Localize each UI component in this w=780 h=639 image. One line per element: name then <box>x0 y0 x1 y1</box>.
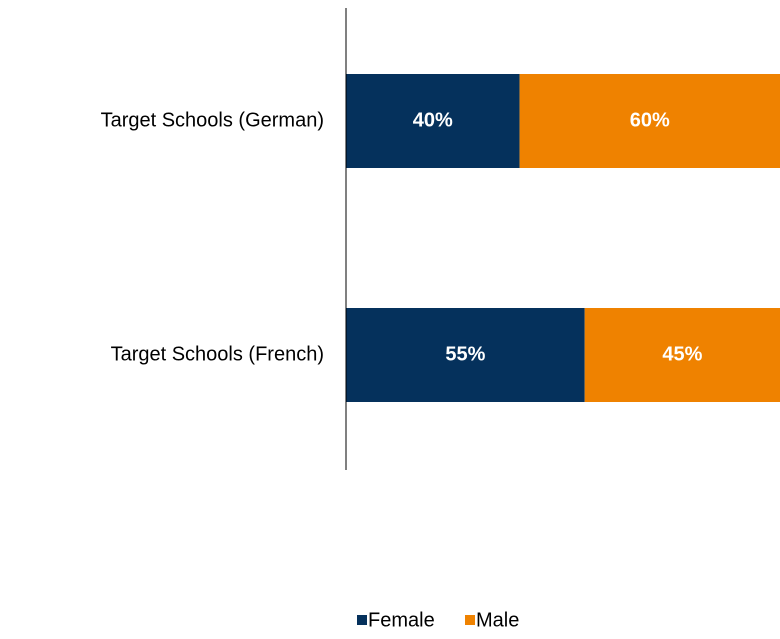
bar-segment <box>584 308 780 402</box>
data-label: 60% <box>630 109 670 131</box>
bar-segment <box>519 74 780 168</box>
data-label: 45% <box>662 343 702 365</box>
legend-label: Female <box>368 609 435 631</box>
legend-swatch <box>357 615 367 625</box>
category-label: Target Schools (German) <box>101 109 324 131</box>
legend-swatch <box>465 615 475 625</box>
bar-segment <box>346 308 585 402</box>
bar-segment <box>346 74 520 168</box>
data-label: 40% <box>413 109 453 131</box>
legend-label: Male <box>476 609 519 631</box>
data-label: 55% <box>445 343 485 365</box>
category-label: Target Schools (French) <box>111 343 324 365</box>
